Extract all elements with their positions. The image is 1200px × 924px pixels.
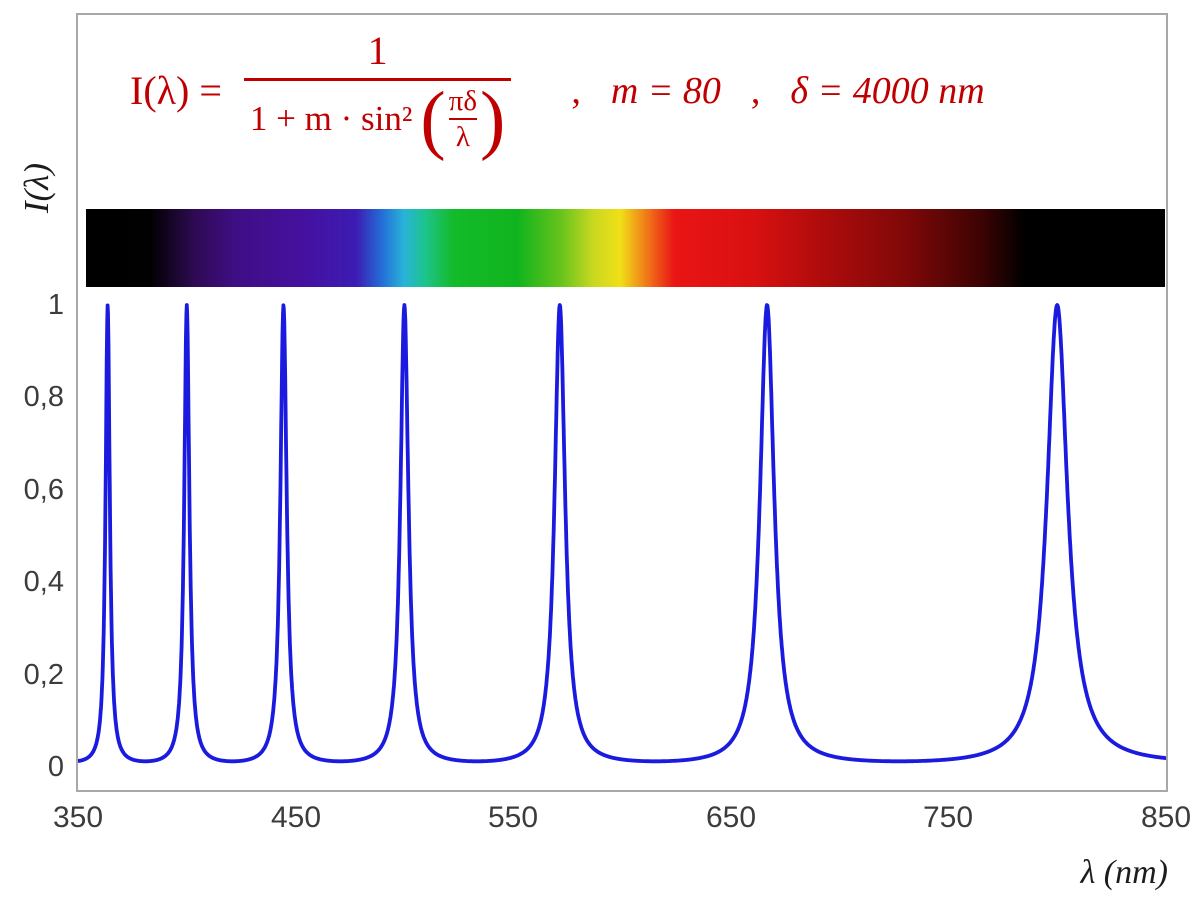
intensity-curve — [78, 303, 1166, 764]
y-tick-label: 0 — [47, 751, 64, 783]
formula-parameters: , m = 80 , δ = 4000 nm — [541, 69, 984, 113]
x-tick-label: 650 — [705, 801, 757, 834]
param-delta: δ = 4000 nm — [790, 69, 985, 112]
y-tick-label: 0,6 — [23, 474, 64, 506]
y-tick-label: 0,2 — [23, 659, 64, 691]
inner-denominator: λ — [455, 121, 470, 154]
y-tick-label: 1 — [47, 289, 64, 321]
x-tick-label: 850 — [1140, 801, 1192, 834]
separator-comma: , — [750, 69, 761, 112]
spectrum-bar — [86, 209, 1165, 287]
y-axis-label: I(λ) — [17, 162, 56, 214]
inner-fraction-bar — [448, 118, 478, 121]
y-tick-label: 0,8 — [23, 381, 64, 413]
x-tick-label: 350 — [52, 801, 104, 834]
fraction-bar — [243, 78, 512, 81]
formula-denominator: 1 + m · sin² ( πδ λ ) — [244, 76, 511, 162]
plot-frame: I(λ) = 1 1 + m · sin² ( πδ λ ) , m = 80 — [76, 13, 1168, 792]
formula-fraction: 1 1 + m · sin² ( πδ λ ) — [243, 28, 512, 162]
separator-comma: , — [571, 69, 581, 112]
x-tick-label: 450 — [270, 801, 322, 834]
x-axis-label: λ (nm) — [1080, 854, 1168, 891]
formula-lhs: I(λ) = — [130, 68, 222, 114]
y-tick-label: 0,4 — [23, 566, 64, 598]
param-m: m = 80 — [610, 69, 721, 112]
open-paren: ( — [420, 76, 446, 162]
curve-path — [78, 303, 1166, 764]
inner-fraction: πδ λ — [448, 85, 478, 154]
x-tick-label: 550 — [487, 801, 539, 834]
denominator-text: 1 + m · sin² — [249, 99, 413, 139]
x-tick-label: 750 — [922, 801, 974, 834]
inner-numerator: πδ — [448, 85, 478, 117]
close-paren: ) — [480, 76, 506, 162]
formula: I(λ) = 1 1 + m · sin² ( πδ λ ) , m = 80 — [130, 28, 985, 162]
formula-numerator: 1 — [367, 28, 388, 73]
